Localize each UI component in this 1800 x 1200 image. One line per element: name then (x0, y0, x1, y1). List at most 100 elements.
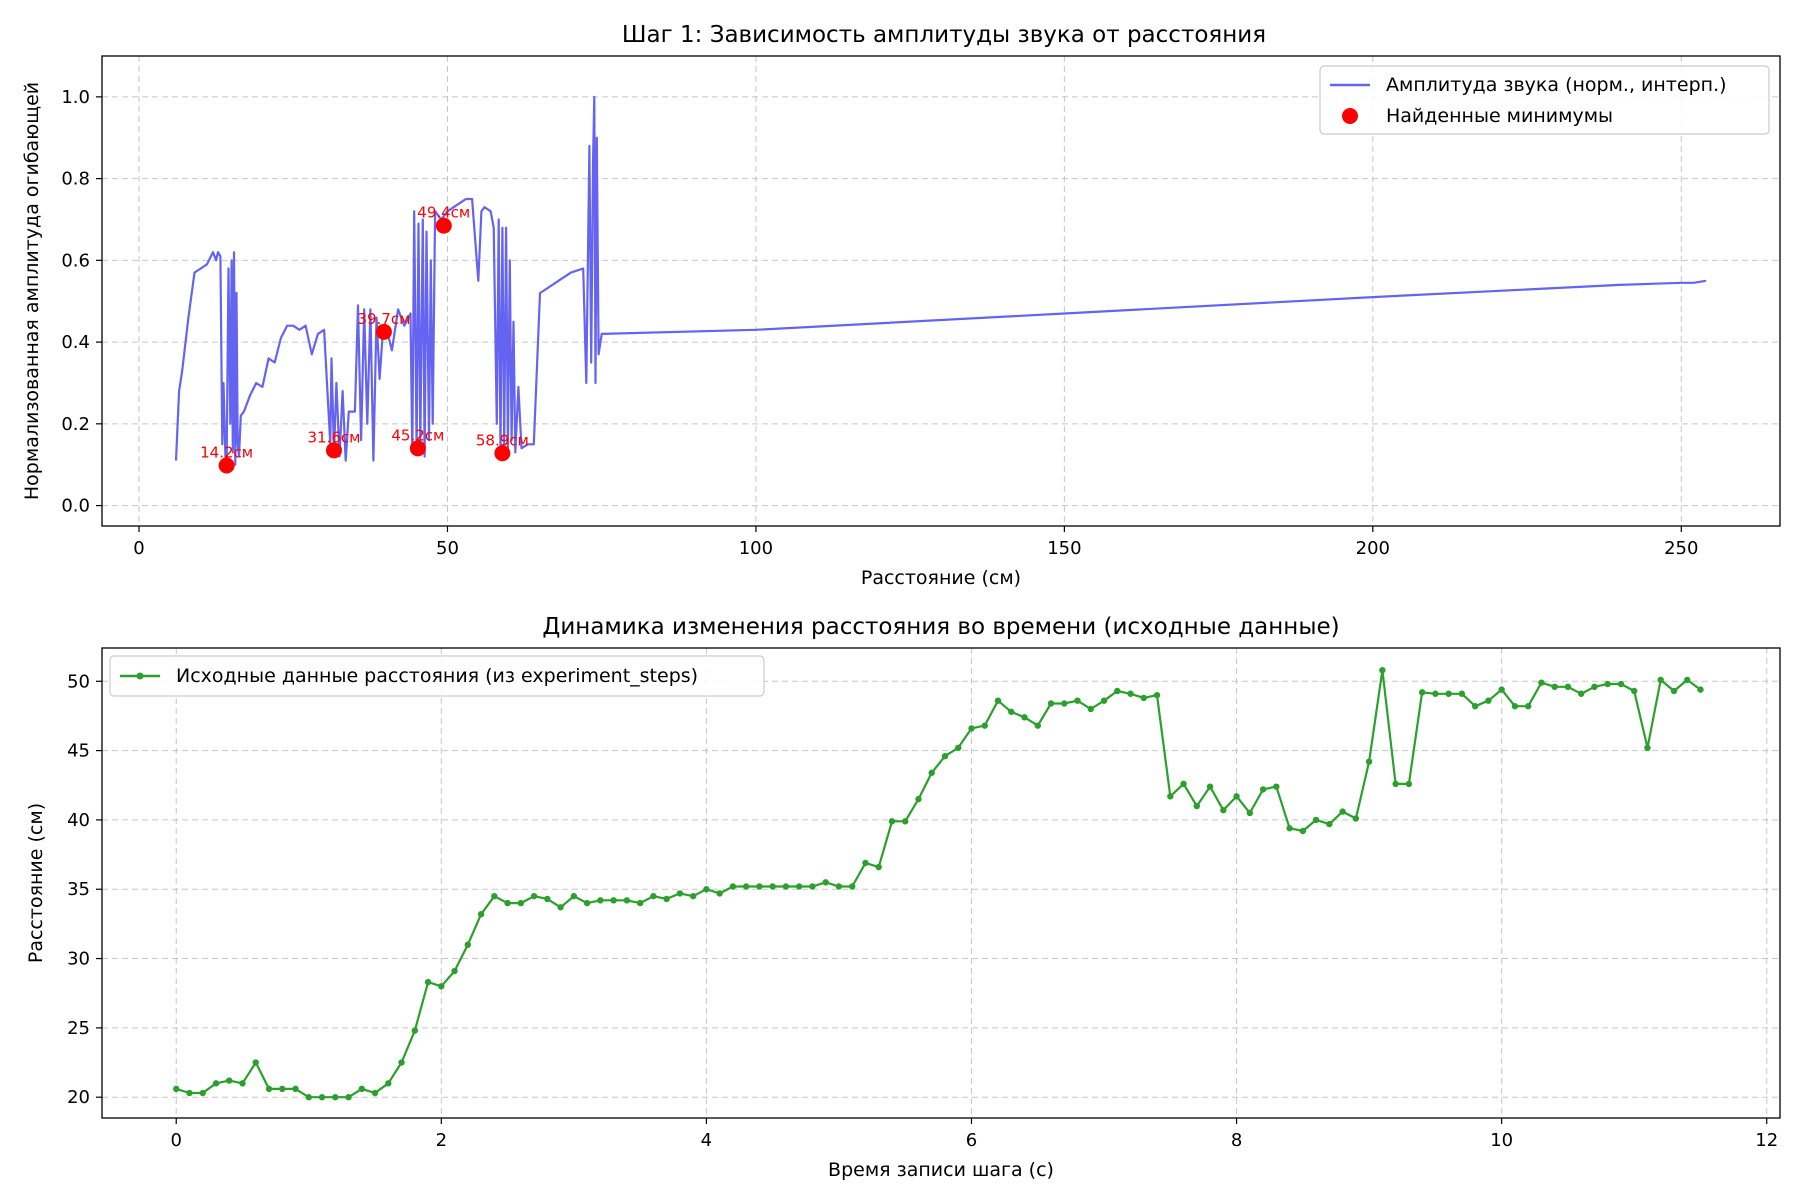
distance-x-tick-label: 8 (1231, 1130, 1242, 1151)
distance-legend: Исходные данные расстояния (из experimen… (109, 655, 765, 697)
distance-point (809, 883, 816, 890)
distance-point (583, 899, 591, 907)
distance-point (1127, 690, 1134, 697)
distance-chart-title: Динамика изменения расстояния во времени… (542, 614, 1339, 640)
distance-point (1697, 686, 1704, 693)
distance-point (1432, 690, 1439, 697)
minimum-label: 14.2см (200, 444, 253, 462)
distance-point (1379, 666, 1386, 674)
distance-point (902, 818, 909, 825)
distance-point (636, 899, 644, 907)
distance-point (650, 892, 657, 900)
distance-point (345, 1094, 352, 1101)
distance-point (848, 883, 856, 890)
distance-y-tick-label: 30 (67, 949, 90, 970)
distance-y-tick-label: 20 (67, 1087, 90, 1108)
minimum-point (409, 440, 426, 457)
distance-point (676, 890, 684, 897)
distance-point (226, 1077, 233, 1084)
distance-point (1511, 703, 1519, 710)
distance-point (1326, 820, 1333, 828)
distance-point (1193, 802, 1201, 810)
amplitude-y-tick-label: 0.6 (61, 250, 90, 271)
distance-point (477, 910, 485, 918)
distance-y-tick-label: 45 (67, 741, 90, 762)
distance-point (1047, 700, 1055, 707)
distance-point (385, 1080, 392, 1087)
distance-point (332, 1094, 339, 1101)
distance-point (1259, 786, 1267, 793)
legend-marker-minima (1342, 108, 1358, 124)
distance-series (173, 666, 1704, 1101)
amplitude-x-tick-label: 100 (739, 538, 773, 559)
distance-point (769, 883, 776, 890)
distance-x-axis-label: Время записи шага (с) (828, 1159, 1054, 1181)
distance-point (1273, 783, 1280, 790)
distance-x-tick-label: 12 (1755, 1130, 1778, 1151)
minimum-point (325, 442, 342, 459)
distance-point (252, 1059, 259, 1066)
distance-point (994, 697, 1002, 704)
distance-point (1352, 815, 1360, 822)
legend-label-amplitude: Амплитуда звука (норм., интерп.) (1386, 74, 1727, 96)
distance-point (1180, 780, 1187, 788)
distance-point (822, 879, 829, 886)
distance-point (411, 1027, 419, 1034)
minimum-point (375, 323, 392, 340)
distance-grid (102, 648, 1780, 1118)
distance-point (1591, 683, 1598, 691)
minimum-point (218, 457, 235, 474)
distance-point (915, 795, 922, 803)
distance-point (1365, 758, 1373, 765)
amplitude-x-tick-label: 200 (1356, 538, 1390, 559)
distance-point (610, 897, 617, 904)
amplitude-series-line (174, 95, 1707, 466)
amplitude-y-tick-label: 0.8 (61, 169, 90, 190)
distance-y-axis-label: Расстояние (см) (25, 803, 47, 963)
minimum-label: 45.2см (391, 426, 444, 444)
distance-x-tick-label: 6 (966, 1130, 977, 1151)
distance-point (517, 899, 525, 907)
distance-point (1551, 683, 1558, 691)
legend-label-minima: Найденные минимумы (1386, 105, 1613, 127)
distance-x-tick-label: 10 (1490, 1130, 1513, 1151)
amplitude-y-tick-label: 1.0 (61, 87, 90, 108)
distance-point (1617, 680, 1625, 688)
distance-point (1233, 793, 1240, 800)
distance-point (1657, 676, 1664, 684)
distance-point (1524, 703, 1532, 710)
distance-point (955, 744, 962, 752)
distance-ticks: 0 2 4 6 8 10 12 20 25 30 35 40 45 50 (67, 671, 1778, 1151)
distance-point (371, 1089, 379, 1097)
minimum-point (435, 217, 452, 234)
distance-point (212, 1080, 220, 1087)
distance-point (504, 899, 511, 907)
distance-point (1100, 697, 1108, 704)
amplitude-chart-title: Шаг 1: Зависимость амплитуды звука от ра… (622, 22, 1266, 48)
legend-marker-distance (136, 672, 144, 680)
distance-point (1458, 690, 1466, 697)
minimum-point (494, 445, 511, 462)
distance-point (358, 1085, 365, 1093)
distance-point (1206, 783, 1214, 790)
distance-point (1405, 780, 1413, 788)
distance-point (265, 1085, 273, 1093)
amplitude-ticks: 0 50 100 150 200 250 0.0 0.2 0.4 0.6 0.8 1.0 (61, 87, 1698, 559)
distance-point (875, 863, 882, 871)
distance-point (1034, 722, 1041, 729)
distance-point (1498, 686, 1505, 693)
distance-point (941, 752, 949, 760)
distance-point (1167, 793, 1174, 800)
distance-point (544, 895, 551, 903)
distance-point (1684, 676, 1691, 684)
minimum-label: 58.9см (476, 431, 529, 449)
distance-point (716, 890, 723, 897)
distance-point (464, 941, 472, 948)
distance-point (795, 883, 803, 890)
distance-point (318, 1094, 326, 1101)
distance-point (1286, 825, 1293, 832)
distance-point (968, 725, 975, 732)
distance-point (1339, 808, 1346, 815)
amplitude-legend-box (1319, 65, 1770, 135)
